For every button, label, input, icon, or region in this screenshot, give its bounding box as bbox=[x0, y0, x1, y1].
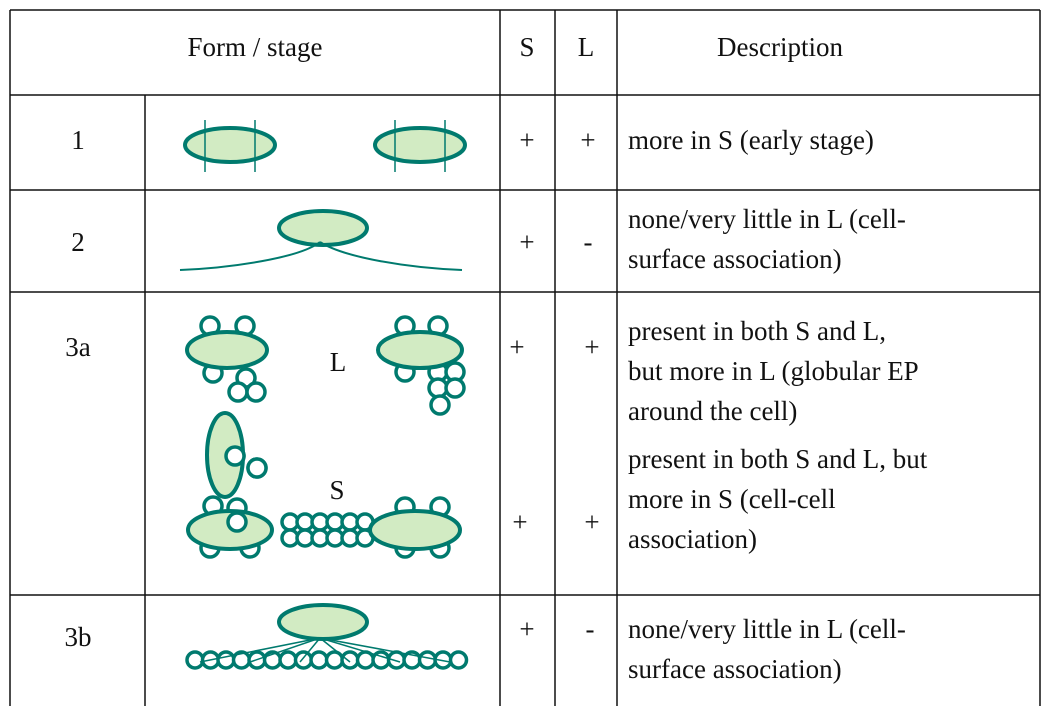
ep-globule bbox=[185, 650, 205, 670]
cell bbox=[183, 126, 277, 164]
fiber bbox=[249, 637, 321, 663]
ep-globule bbox=[245, 381, 267, 403]
presence-mark: - bbox=[584, 227, 593, 257]
cell bbox=[368, 509, 462, 551]
presence-mark: - bbox=[586, 614, 595, 644]
ep-globule bbox=[444, 377, 466, 399]
header-cell: L bbox=[578, 32, 595, 62]
presence-mark: + bbox=[584, 332, 599, 362]
ep-globule bbox=[309, 650, 329, 670]
cell bbox=[277, 603, 369, 641]
fiber bbox=[199, 637, 321, 663]
description-line: none/very little in L (cell- bbox=[628, 204, 906, 234]
header-cell: Form / stage bbox=[188, 32, 323, 62]
table-rules bbox=[9, 9, 1041, 706]
stage-label: 3a bbox=[65, 332, 91, 362]
fiber bbox=[179, 241, 321, 271]
stage-label: 2 bbox=[71, 227, 85, 257]
cell-drawings bbox=[179, 120, 469, 670]
ep-globule bbox=[355, 650, 376, 670]
cell bbox=[373, 126, 467, 164]
ep-globule bbox=[293, 650, 314, 670]
fiber bbox=[299, 637, 321, 663]
cell bbox=[185, 330, 269, 370]
fiber bbox=[319, 637, 451, 663]
ep-globule bbox=[224, 445, 246, 467]
presence-mark: + bbox=[519, 227, 534, 257]
ep-globule bbox=[226, 511, 248, 533]
description-line: none/very little in L (cell- bbox=[628, 614, 906, 644]
ep-globule bbox=[448, 650, 469, 670]
presence-mark: + bbox=[519, 614, 534, 644]
stage-label: 1 bbox=[71, 125, 85, 155]
ep-globule bbox=[417, 650, 438, 670]
presence-mark: + bbox=[580, 125, 595, 155]
presence-mark: + bbox=[519, 125, 534, 155]
cell bbox=[277, 209, 369, 247]
presence-mark: + bbox=[512, 507, 527, 537]
description-line: association) bbox=[628, 524, 757, 554]
ep-globule bbox=[429, 394, 451, 416]
description-line: more in S (cell-cell bbox=[628, 484, 836, 514]
stage-label: 3b bbox=[65, 622, 92, 652]
description-line: around the cell) bbox=[628, 396, 797, 426]
description-line: but more in L (globular EP bbox=[628, 356, 919, 386]
drawing-label: L bbox=[330, 347, 347, 377]
fiber bbox=[319, 637, 401, 663]
presence-mark: + bbox=[584, 507, 599, 537]
ep-globule bbox=[246, 457, 268, 479]
description-line: surface association) bbox=[628, 654, 842, 684]
fiber bbox=[319, 241, 463, 271]
cell bbox=[376, 330, 464, 370]
header-cell: S bbox=[519, 32, 534, 62]
ep-globule bbox=[278, 650, 298, 670]
header-cell: Description bbox=[717, 32, 843, 62]
drawing-label: S bbox=[329, 475, 344, 505]
description-line: more in S (early stage) bbox=[628, 125, 874, 155]
ep-globule bbox=[227, 381, 249, 403]
ep-globule bbox=[340, 650, 360, 670]
description-line: present in both S and L, bbox=[628, 316, 886, 346]
ep-globule bbox=[216, 650, 236, 670]
description-line: surface association) bbox=[628, 244, 842, 274]
presence-mark: + bbox=[509, 332, 524, 362]
fiber bbox=[319, 637, 351, 663]
description-line: present in both S and L, but bbox=[628, 444, 928, 474]
